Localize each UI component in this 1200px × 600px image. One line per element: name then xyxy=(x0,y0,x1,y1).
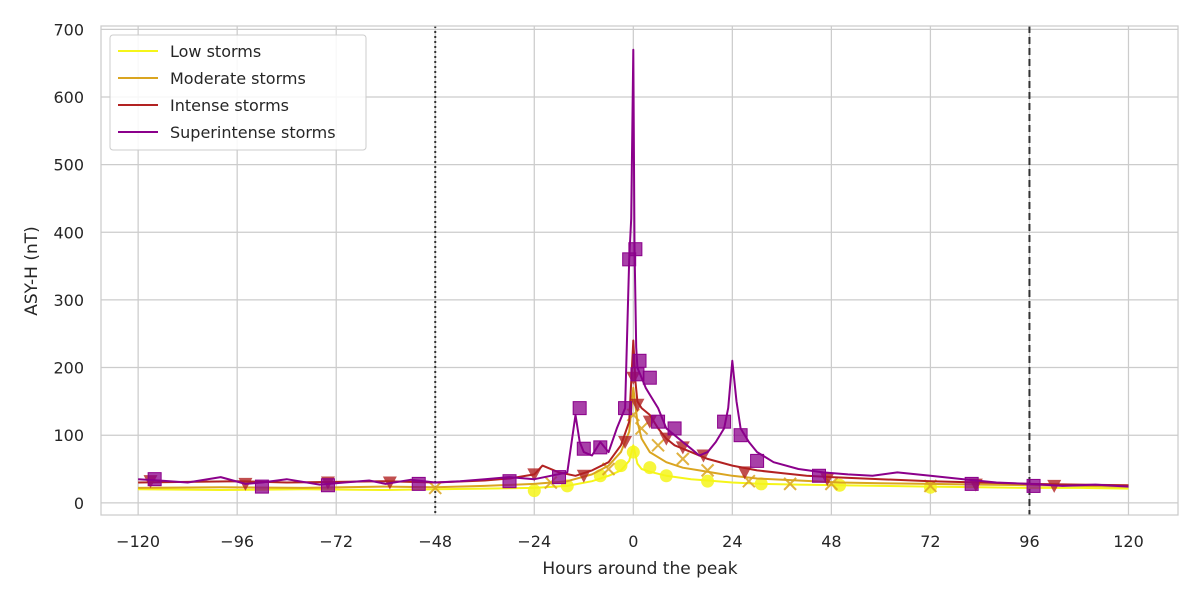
circle-marker xyxy=(659,469,673,483)
x-tick-label: 96 xyxy=(1019,532,1039,551)
square-marker xyxy=(618,401,633,416)
y-axis-label: ASY-H (nT) xyxy=(22,226,42,316)
square-marker xyxy=(750,453,765,468)
square-marker xyxy=(1026,478,1041,493)
square-marker xyxy=(254,479,269,494)
square-marker xyxy=(502,474,517,489)
series-line xyxy=(138,444,1129,491)
x-tick-label: 24 xyxy=(722,532,742,551)
square-marker xyxy=(572,401,587,416)
x-marker xyxy=(634,421,649,436)
plot-frame xyxy=(100,25,1179,516)
circle-marker xyxy=(593,469,607,483)
legend-label: Superintense storms xyxy=(170,123,336,142)
circle-marker xyxy=(643,461,657,475)
square-marker xyxy=(593,440,608,455)
x-marker xyxy=(783,477,797,491)
x-tick-label: 72 xyxy=(920,532,940,551)
x-tick-label: −72 xyxy=(319,532,353,551)
series-line xyxy=(138,386,1129,489)
y-tick-label: 300 xyxy=(53,291,84,310)
square-marker xyxy=(733,428,748,443)
legend: Low storms Moderate storms Intense storms S… xyxy=(109,34,367,151)
circle-marker xyxy=(754,477,768,491)
reference-lines xyxy=(434,26,1031,515)
circle-marker xyxy=(614,459,628,473)
x-marker xyxy=(651,438,665,453)
square-marker xyxy=(411,476,426,491)
x-tick-label: 120 xyxy=(1113,532,1144,551)
y-tick-label: 600 xyxy=(53,88,84,107)
square-marker xyxy=(717,414,732,429)
square-marker xyxy=(632,353,647,368)
triangle-marker xyxy=(737,466,752,480)
triangle-marker xyxy=(576,469,591,483)
y-tick-label: 400 xyxy=(53,223,84,242)
square-marker xyxy=(812,468,826,483)
triangle-marker xyxy=(527,468,542,482)
x-tick-label: −120 xyxy=(116,532,160,551)
x-marker xyxy=(428,481,442,495)
square-marker xyxy=(628,242,643,257)
x-tick-labels: −120 −96 −72 −48 −24 0 24 48 72 96 120 xyxy=(116,532,1144,551)
y-tick-label: 700 xyxy=(53,20,84,39)
y-tick-label: 200 xyxy=(53,359,84,378)
square-marker xyxy=(552,470,567,485)
series-layer xyxy=(138,48,1129,498)
series-superintense-storms xyxy=(138,48,1129,494)
x-tick-label: −48 xyxy=(418,532,452,551)
triangle-marker xyxy=(1047,479,1062,493)
square-marker xyxy=(642,370,657,385)
square-marker xyxy=(320,478,335,493)
circle-marker xyxy=(527,484,541,498)
square-marker xyxy=(630,367,645,382)
y-tick-labels: 0 100 200 300 400 500 600 700 xyxy=(53,20,84,512)
x-tick-label: 0 xyxy=(628,532,638,551)
y-tick-label: 500 xyxy=(53,156,84,175)
x-tick-label: −24 xyxy=(517,532,551,551)
series-moderate-storms xyxy=(138,386,1129,495)
legend-box xyxy=(109,34,367,151)
square-marker xyxy=(667,421,682,436)
legend-label: Moderate storms xyxy=(170,69,306,88)
triangle-marker xyxy=(630,398,645,412)
y-tick-label: 0 xyxy=(74,494,84,513)
triangle-marker xyxy=(618,435,633,449)
circle-marker xyxy=(701,474,715,488)
legend-label: Intense storms xyxy=(170,96,289,115)
square-marker xyxy=(147,472,162,487)
y-tick-label: 100 xyxy=(53,426,84,445)
x-tick-label: −96 xyxy=(220,532,254,551)
square-marker xyxy=(651,414,666,429)
x-tick-label: 48 xyxy=(821,532,841,551)
square-marker xyxy=(964,476,979,491)
legend-label: Low storms xyxy=(170,42,261,61)
square-marker xyxy=(576,441,591,456)
x-axis-label: Hours around the peak xyxy=(542,559,737,579)
x-marker xyxy=(676,452,690,466)
x-marker xyxy=(700,463,715,478)
triangle-marker xyxy=(659,432,674,446)
circle-marker xyxy=(626,445,640,459)
series-low-storms xyxy=(138,444,1129,498)
